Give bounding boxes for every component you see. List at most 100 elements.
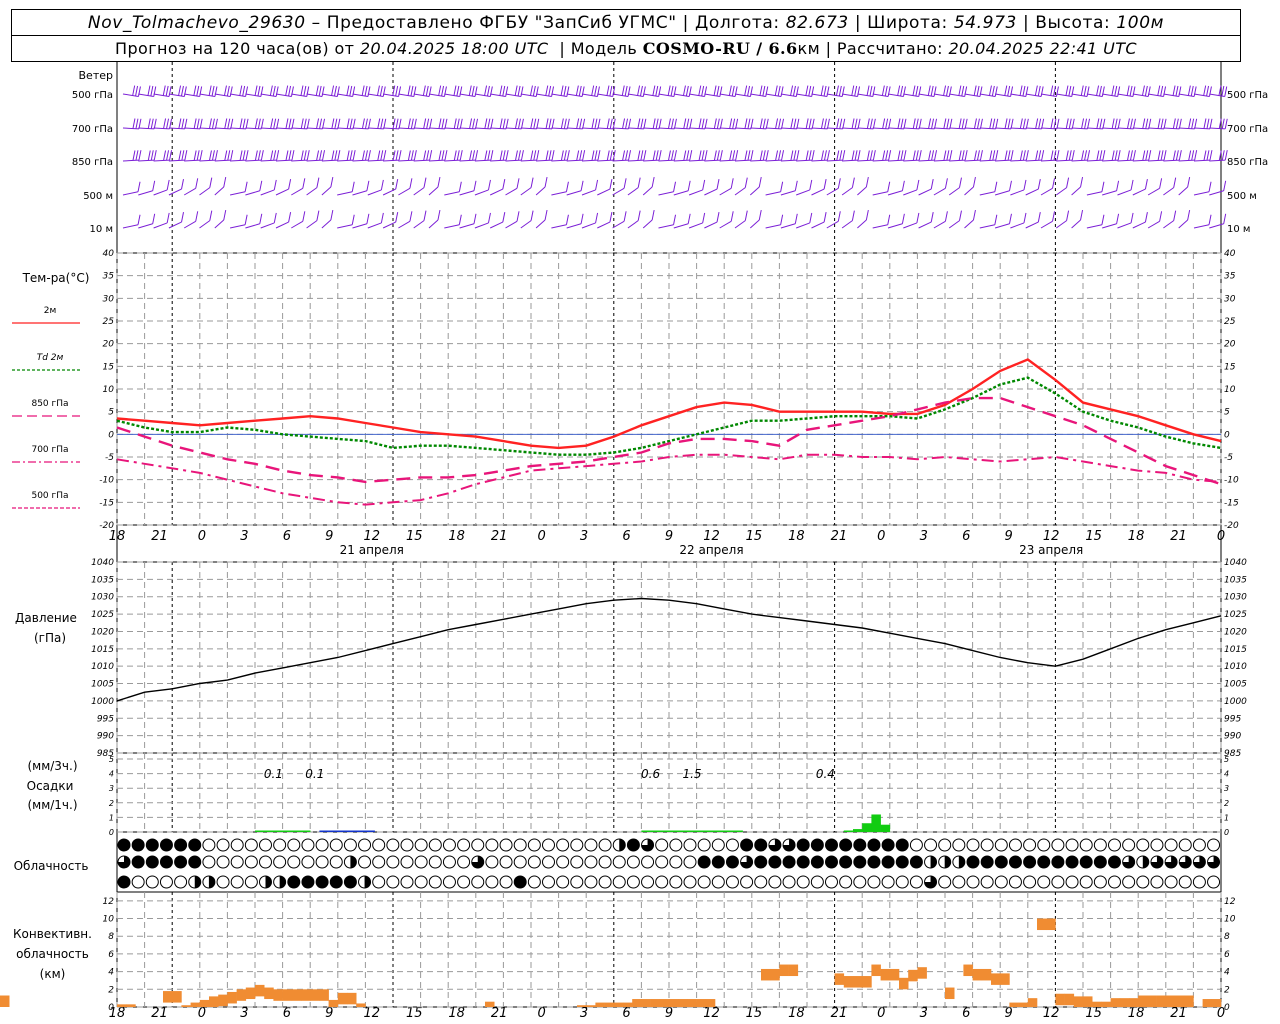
wind-barb-shaft bbox=[1132, 159, 1149, 162]
wind-barb-feather bbox=[836, 150, 840, 161]
wind-barb-shaft bbox=[1056, 220, 1067, 229]
cloud-cover-symbol bbox=[1207, 838, 1221, 852]
cloud-cover-symbol bbox=[655, 838, 669, 852]
wind-barb-feather bbox=[1172, 150, 1176, 161]
wind-barb-shaft bbox=[1025, 159, 1042, 162]
cloud-cover-half bbox=[194, 876, 201, 888]
precip-bar bbox=[733, 830, 743, 832]
cloud-cover-symbol bbox=[145, 875, 159, 889]
wind-barb-shaft bbox=[383, 159, 400, 162]
wind-barb-feather bbox=[869, 85, 873, 97]
cloud-cover-symbol bbox=[895, 875, 909, 889]
wind-barb-shaft bbox=[857, 219, 867, 229]
wind-barb-feather bbox=[928, 150, 932, 161]
pressure-y-tick-right: 995 bbox=[1224, 714, 1241, 724]
cloud-cover-three-quarter bbox=[1150, 856, 1163, 868]
wind-barb-feather bbox=[946, 118, 950, 129]
cloud-cover-symbol bbox=[329, 875, 343, 889]
cloud-cover-symbol bbox=[1037, 838, 1051, 852]
wind-barb-feather bbox=[1206, 85, 1210, 97]
precip-bar bbox=[696, 830, 707, 832]
cloud-cover-symbol bbox=[754, 855, 768, 869]
precip-bar bbox=[853, 829, 863, 832]
convective-bar bbox=[669, 999, 679, 1007]
convective-bar bbox=[1073, 996, 1084, 1007]
wind-barb-feather bbox=[426, 150, 430, 161]
cloud-cover-symbol bbox=[244, 838, 258, 852]
cloud-cover-symbol bbox=[1037, 875, 1051, 889]
wind-barb-feather bbox=[805, 118, 809, 129]
wind-barb-feather bbox=[337, 118, 341, 129]
wind-barb-feather bbox=[230, 118, 234, 129]
wind-barb-feather bbox=[897, 150, 901, 161]
convective-bar bbox=[843, 976, 854, 988]
wind-barb-feather bbox=[731, 85, 735, 97]
wind-barb-shaft bbox=[413, 187, 425, 196]
wind-barb-feather bbox=[472, 150, 476, 161]
wind-barb-feather bbox=[438, 150, 442, 161]
temp-series-line bbox=[116, 396, 1222, 486]
wind-barb-feather bbox=[979, 86, 983, 97]
convective-bar bbox=[889, 968, 900, 981]
wind-barb-feather bbox=[972, 209, 976, 221]
wind-barb-shaft bbox=[1193, 224, 1210, 229]
cloud-cover-symbol bbox=[315, 838, 329, 852]
wind-barb-feather bbox=[606, 150, 610, 161]
wind-barb-shaft bbox=[749, 219, 760, 229]
temp-y-tick-right: 40 bbox=[1224, 249, 1236, 259]
wind-barb-feather bbox=[1056, 118, 1060, 129]
wind-barb-feather bbox=[244, 214, 248, 225]
x-tick-label: 6 bbox=[283, 529, 291, 544]
wind-barb-shaft bbox=[337, 191, 353, 196]
convective-bar bbox=[577, 1005, 587, 1007]
wind-barb-feather bbox=[872, 86, 876, 97]
wind-barb-feather bbox=[637, 150, 641, 161]
precip-y-tick: 3 bbox=[109, 784, 114, 793]
wind-barb-feather bbox=[949, 150, 953, 161]
wind-barb-feather bbox=[933, 86, 937, 97]
convective-bar bbox=[319, 989, 329, 1001]
wind-barb-feather bbox=[704, 150, 708, 161]
cloud-cover-symbol bbox=[669, 875, 683, 889]
convective-title-2: облачность bbox=[16, 947, 89, 961]
convective-y-tick: 8 bbox=[108, 932, 114, 942]
x-tick-label: 3 bbox=[920, 1006, 928, 1021]
cloud-cover-symbol bbox=[1164, 838, 1178, 852]
wind-barb-feather bbox=[458, 181, 462, 192]
wind-barb-shaft bbox=[367, 189, 382, 196]
wind-barb-feather bbox=[517, 85, 521, 97]
wind-barb-feather bbox=[214, 150, 218, 161]
cloud-cover-symbol bbox=[796, 855, 810, 869]
wind-barb-feather bbox=[796, 118, 800, 129]
wind-barb-shaft bbox=[382, 188, 396, 196]
wind-barb-shaft bbox=[490, 159, 507, 162]
wind-barb-feather bbox=[1130, 212, 1134, 224]
convective-bar bbox=[282, 989, 293, 1001]
wind-barb-feather bbox=[473, 180, 477, 191]
cloud-cover-symbol bbox=[966, 838, 980, 852]
wind-barb-feather bbox=[1101, 181, 1105, 192]
wind-barb-feather bbox=[1084, 150, 1088, 161]
wind-barb-feather bbox=[640, 118, 644, 129]
wind-barb-feather bbox=[1178, 86, 1182, 97]
wind-barb-feather bbox=[1111, 150, 1115, 161]
wind-barb-feather bbox=[423, 118, 427, 129]
convective-bar bbox=[1018, 1002, 1029, 1007]
wind-barb-feather bbox=[260, 150, 264, 161]
wind-barb-feather bbox=[505, 150, 509, 161]
wind-barb-feather bbox=[995, 150, 999, 161]
calc-time: 20.04.2025 22:41 UTC bbox=[948, 39, 1137, 58]
wind-barb-feather bbox=[595, 179, 599, 191]
wind-barb-shaft bbox=[1025, 221, 1039, 229]
wind-barb-feather bbox=[1208, 214, 1212, 225]
wind-barb-feather bbox=[1004, 150, 1008, 161]
wind-barb-feather bbox=[1025, 86, 1029, 97]
pressure-y-tick: 1025 bbox=[91, 610, 114, 620]
wind-barb-shaft bbox=[918, 188, 932, 196]
wind-barb-feather bbox=[458, 214, 462, 225]
wind-barb-feather bbox=[548, 150, 552, 161]
wind-barb-feather bbox=[1144, 211, 1148, 223]
x-tick-label: 3 bbox=[580, 1006, 588, 1021]
cloud-cover-symbol bbox=[1051, 838, 1065, 852]
cloud-cover-symbol bbox=[174, 838, 188, 852]
